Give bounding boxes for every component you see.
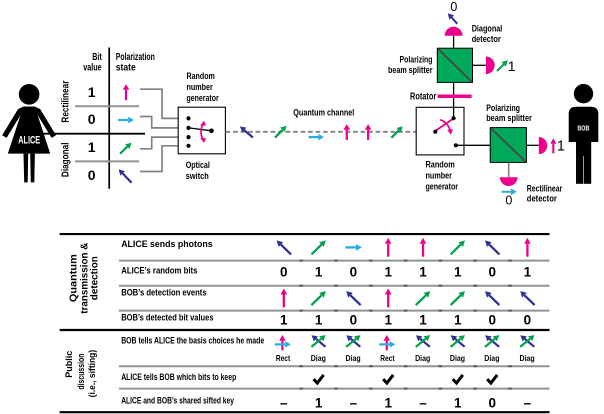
svg-text:0: 0 bbox=[350, 264, 358, 279]
svg-text:1: 1 bbox=[315, 264, 323, 279]
svg-text:0: 0 bbox=[505, 194, 512, 208]
svg-text:1: 1 bbox=[384, 312, 392, 327]
svg-text:ALICE and BOB’s shared sifted: ALICE and BOB’s shared sifted key bbox=[121, 394, 234, 405]
svg-text:Quantum channel: Quantum channel bbox=[293, 108, 354, 119]
svg-text:value: value bbox=[83, 63, 102, 74]
svg-text:0: 0 bbox=[488, 396, 496, 411]
svg-text:transmission &: transmission & bbox=[79, 243, 90, 314]
svg-text:0: 0 bbox=[350, 312, 358, 327]
svg-text:–: – bbox=[350, 396, 358, 411]
svg-text:generator: generator bbox=[426, 181, 459, 191]
svg-text:Polarizing: Polarizing bbox=[400, 54, 433, 64]
svg-text:Random: Random bbox=[426, 160, 455, 170]
svg-text:BOB’s detection events: BOB’s detection events bbox=[121, 286, 206, 297]
svg-text:discussion: discussion bbox=[76, 354, 86, 390]
svg-text:Diagonal: Diagonal bbox=[61, 143, 72, 178]
svg-text:ALICE: ALICE bbox=[18, 135, 40, 147]
svg-text:BOB’s detected bit values: BOB’s detected bit values bbox=[121, 312, 213, 323]
svg-text:1: 1 bbox=[88, 139, 96, 155]
svg-text:1: 1 bbox=[315, 396, 323, 411]
svg-text:Random: Random bbox=[187, 71, 215, 81]
svg-text:1: 1 bbox=[419, 312, 427, 327]
svg-text:0: 0 bbox=[88, 111, 96, 127]
svg-text:BOB tells ALICE the basis choi: BOB tells ALICE the basis choices he mad… bbox=[121, 334, 264, 345]
svg-text:1: 1 bbox=[524, 264, 532, 279]
svg-text:generator: generator bbox=[187, 93, 220, 103]
svg-text:number: number bbox=[426, 171, 453, 181]
svg-text:1: 1 bbox=[384, 396, 392, 411]
svg-text:0: 0 bbox=[450, 0, 457, 14]
svg-text:1: 1 bbox=[508, 58, 516, 74]
svg-text:detector: detector bbox=[527, 194, 557, 204]
svg-text:–: – bbox=[280, 396, 288, 411]
svg-text:Polarization: Polarization bbox=[116, 52, 155, 63]
svg-text:Rectilinear: Rectilinear bbox=[527, 184, 563, 194]
svg-text:Optical: Optical bbox=[186, 160, 210, 170]
svg-text:Diag: Diag bbox=[311, 353, 326, 363]
svg-text:Rotator: Rotator bbox=[410, 92, 436, 103]
svg-text:Rect: Rect bbox=[380, 353, 394, 363]
svg-text:detector: detector bbox=[472, 34, 501, 44]
svg-text:0: 0 bbox=[280, 264, 288, 279]
svg-text:ALICE tells BOB which bits to: ALICE tells BOB which bits to keep bbox=[121, 371, 236, 382]
svg-text:1: 1 bbox=[419, 264, 427, 279]
svg-text:0: 0 bbox=[488, 312, 496, 327]
svg-text:Diag: Diag bbox=[415, 353, 430, 363]
svg-text:detection: detection bbox=[89, 256, 100, 300]
svg-text:beam splitter: beam splitter bbox=[388, 65, 433, 75]
svg-text:0: 0 bbox=[88, 167, 96, 183]
svg-text:1: 1 bbox=[454, 396, 462, 411]
svg-text:0: 0 bbox=[488, 264, 496, 279]
svg-text:number: number bbox=[187, 82, 214, 92]
svg-text:Diagonal: Diagonal bbox=[472, 23, 503, 33]
svg-text:beam splitter: beam splitter bbox=[486, 113, 532, 123]
svg-text:Rect: Rect bbox=[276, 353, 290, 363]
svg-text:Quantum: Quantum bbox=[69, 254, 80, 302]
svg-text:ALICE’s random bits: ALICE’s random bits bbox=[121, 265, 197, 276]
svg-text:1: 1 bbox=[557, 139, 565, 155]
svg-text:(i.e., sifting): (i.e., sifting) bbox=[87, 350, 97, 398]
svg-text:–: – bbox=[419, 396, 427, 411]
svg-text:1: 1 bbox=[454, 264, 462, 279]
svg-text:–: – bbox=[524, 396, 532, 411]
svg-text:1: 1 bbox=[280, 312, 288, 327]
svg-text:Public: Public bbox=[64, 351, 74, 378]
svg-text:1: 1 bbox=[384, 264, 392, 279]
svg-text:Bit: Bit bbox=[92, 52, 102, 63]
svg-text:1: 1 bbox=[454, 312, 462, 327]
svg-text:Diag: Diag bbox=[484, 353, 499, 363]
svg-text:Diag: Diag bbox=[520, 353, 535, 363]
svg-text:Polarizing: Polarizing bbox=[486, 103, 520, 113]
svg-text:Diag: Diag bbox=[346, 353, 361, 363]
svg-text:switch: switch bbox=[186, 171, 209, 181]
svg-text:state: state bbox=[116, 63, 137, 74]
svg-text:1: 1 bbox=[315, 312, 323, 327]
svg-text:0: 0 bbox=[524, 312, 532, 327]
svg-text:ALICE sends photons: ALICE sends photons bbox=[121, 238, 212, 249]
svg-text:Rectilinear: Rectilinear bbox=[61, 80, 72, 122]
svg-text:Diag: Diag bbox=[450, 353, 465, 363]
svg-text:BOB: BOB bbox=[577, 123, 589, 132]
svg-text:1: 1 bbox=[88, 84, 96, 100]
